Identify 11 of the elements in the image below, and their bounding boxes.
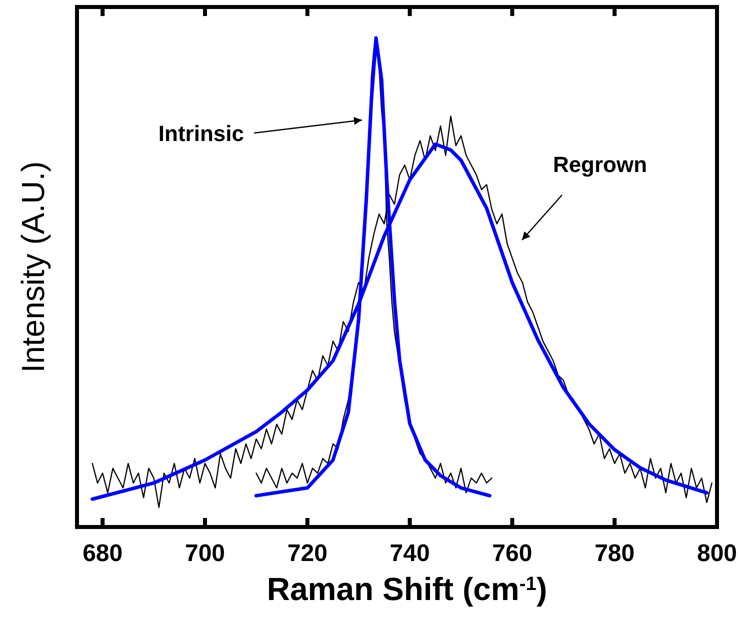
x-tick-label: 720 [287,540,328,567]
y-axis-title: Intensity (A.U.) [15,161,51,373]
x-tick-label: 800 [696,540,738,567]
x-tick-label: 680 [82,540,123,567]
x-tick-label: 760 [492,540,532,567]
annotation: Intrinsic [158,121,244,146]
annotation: Regrown [552,152,648,177]
x-tick-label: 780 [594,540,635,567]
x-tick-label: 700 [184,540,226,567]
x-tick-label: 740 [390,540,430,567]
x-axis-title: Raman Shift (cm$^{-1}$) [266,571,548,607]
